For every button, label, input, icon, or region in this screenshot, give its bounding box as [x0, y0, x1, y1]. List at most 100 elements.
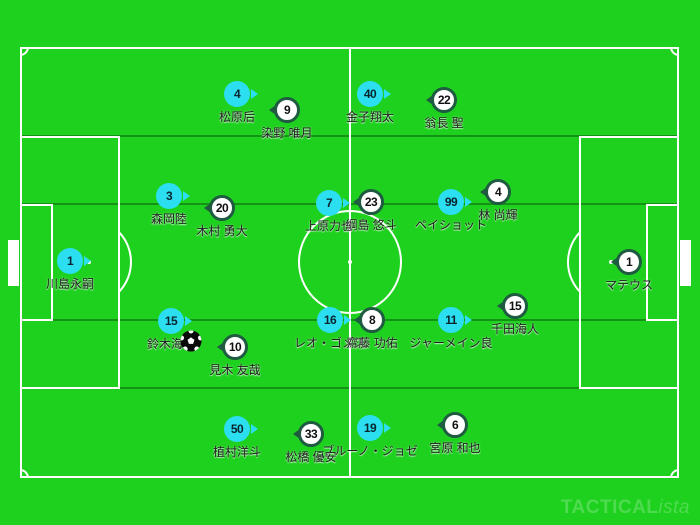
- direction-triangle-icon: [465, 197, 472, 207]
- watermark-bold: TACTICAL: [560, 497, 659, 518]
- player-number: 50: [230, 422, 244, 436]
- penalty-area-right: [579, 136, 679, 389]
- player-number: 1: [625, 255, 633, 269]
- direction-triangle-icon: [465, 315, 472, 325]
- player-name-label: 千田海人: [490, 322, 540, 336]
- player-marker-cyan-4[interactable]: 4: [224, 81, 258, 107]
- player-name-label: 川島永嗣: [45, 277, 95, 291]
- player-marker-white-10[interactable]: 10: [217, 334, 248, 360]
- player-number: 16: [323, 313, 337, 327]
- player-name-label: 金子翔太: [345, 110, 395, 124]
- soccer-ball-icon[interactable]: [180, 330, 203, 353]
- direction-triangle-icon: [344, 315, 351, 325]
- direction-triangle-icon: [293, 429, 300, 439]
- direction-triangle-icon: [251, 424, 258, 434]
- player-name-label: 林 尚輝: [478, 208, 518, 222]
- player-name-label: 森岡陸: [150, 212, 188, 226]
- corner-arc: [670, 47, 679, 56]
- center-circle: [298, 210, 402, 314]
- player-name-label: 植村洋斗: [212, 445, 262, 459]
- player-marker-cyan-3[interactable]: 3: [156, 183, 190, 209]
- direction-triangle-icon: [269, 105, 276, 115]
- player-number: 9: [283, 103, 291, 117]
- direction-triangle-icon: [611, 257, 618, 267]
- player-name-label: 見木 友哉: [209, 363, 261, 377]
- player-marker-cyan-7[interactable]: 7: [316, 190, 350, 216]
- player-number: 40: [363, 87, 377, 101]
- player-number: 3: [165, 189, 173, 203]
- direction-triangle-icon: [343, 198, 350, 208]
- direction-triangle-icon: [480, 187, 487, 197]
- direction-triangle-icon: [353, 197, 360, 207]
- direction-triangle-icon: [437, 420, 444, 430]
- player-name-label: 上原力也: [304, 219, 354, 233]
- direction-triangle-icon: [183, 191, 190, 201]
- player-marker-cyan-11[interactable]: 11: [438, 307, 472, 333]
- player-marker-cyan-50[interactable]: 50: [224, 416, 258, 442]
- player-marker-cyan-99[interactable]: 99: [438, 189, 472, 215]
- player-name-label: 木村 勇大: [196, 224, 248, 238]
- player-marker-white-15[interactable]: 15: [497, 293, 528, 319]
- direction-triangle-icon: [217, 342, 224, 352]
- player-name-label: レオ・ゴメス: [293, 336, 367, 350]
- player-marker-white-20[interactable]: 20: [204, 195, 235, 221]
- direction-triangle-icon: [185, 316, 192, 326]
- player-marker-white-1[interactable]: 1: [611, 249, 642, 275]
- player-marker-white-8[interactable]: 8: [354, 307, 385, 333]
- player-number: 7: [325, 196, 333, 210]
- player-name-label: 松原后: [218, 110, 256, 124]
- player-name-label: 翁長 聖: [424, 116, 464, 130]
- player-name-label: 綱島 悠斗: [345, 218, 397, 232]
- player-marker-white-6[interactable]: 6: [437, 412, 468, 438]
- player-marker-cyan-19[interactable]: 19: [357, 415, 391, 441]
- direction-triangle-icon: [384, 423, 391, 433]
- player-name-label: 染野 唯月: [261, 126, 313, 140]
- goal-left: [8, 240, 19, 286]
- direction-triangle-icon: [204, 203, 211, 213]
- player-marker-white-4[interactable]: 4: [480, 179, 511, 205]
- direction-triangle-icon: [84, 256, 91, 266]
- tacticalista-watermark: TACTICALista: [561, 497, 690, 519]
- player-number: 10: [228, 340, 242, 354]
- player-name-label: ブルーノ・ジョゼ: [322, 444, 418, 458]
- player-marker-white-23[interactable]: 23: [353, 189, 384, 215]
- player-number: 4: [233, 87, 241, 101]
- player-marker-cyan-16[interactable]: 16: [317, 307, 351, 333]
- player-number: 33: [304, 427, 318, 441]
- player-number: 1: [66, 254, 74, 268]
- player-marker-white-9[interactable]: 9: [269, 97, 300, 123]
- player-number: 19: [363, 421, 377, 435]
- corner-arc: [670, 469, 679, 478]
- player-name-label: 宮原 和也: [429, 441, 481, 455]
- player-number: 8: [368, 313, 376, 327]
- player-number: 15: [508, 299, 522, 313]
- goal-right: [680, 240, 691, 286]
- player-number: 20: [215, 201, 229, 215]
- direction-triangle-icon: [251, 89, 258, 99]
- player-name-label: 齋藤 功佑: [346, 336, 398, 350]
- direction-triangle-icon: [497, 301, 504, 311]
- player-number: 22: [437, 93, 451, 107]
- player-name-label: 松橋 優安: [285, 450, 337, 464]
- player-marker-white-22[interactable]: 22: [426, 87, 457, 113]
- player-name-label: マテウス: [604, 278, 654, 292]
- goal-area-right: [646, 204, 679, 321]
- player-number: 11: [445, 313, 457, 327]
- player-number: 23: [364, 195, 378, 209]
- player-marker-cyan-15[interactable]: 15: [158, 308, 192, 334]
- corner-arc: [20, 469, 29, 478]
- player-name-label: ペイショット: [414, 218, 488, 232]
- direction-triangle-icon: [384, 89, 391, 99]
- player-marker-white-33[interactable]: 33: [293, 421, 324, 447]
- direction-triangle-icon: [426, 95, 433, 105]
- player-number: 15: [164, 314, 178, 328]
- watermark-italic: ista: [658, 497, 690, 518]
- direction-triangle-icon: [354, 315, 361, 325]
- player-name-label: ジャーメイン良: [409, 336, 493, 350]
- player-number: 4: [494, 185, 502, 199]
- player-marker-cyan-40[interactable]: 40: [357, 81, 391, 107]
- center-spot: [348, 260, 352, 264]
- player-number: 99: [444, 195, 458, 209]
- player-marker-cyan-1[interactable]: 1: [57, 248, 91, 274]
